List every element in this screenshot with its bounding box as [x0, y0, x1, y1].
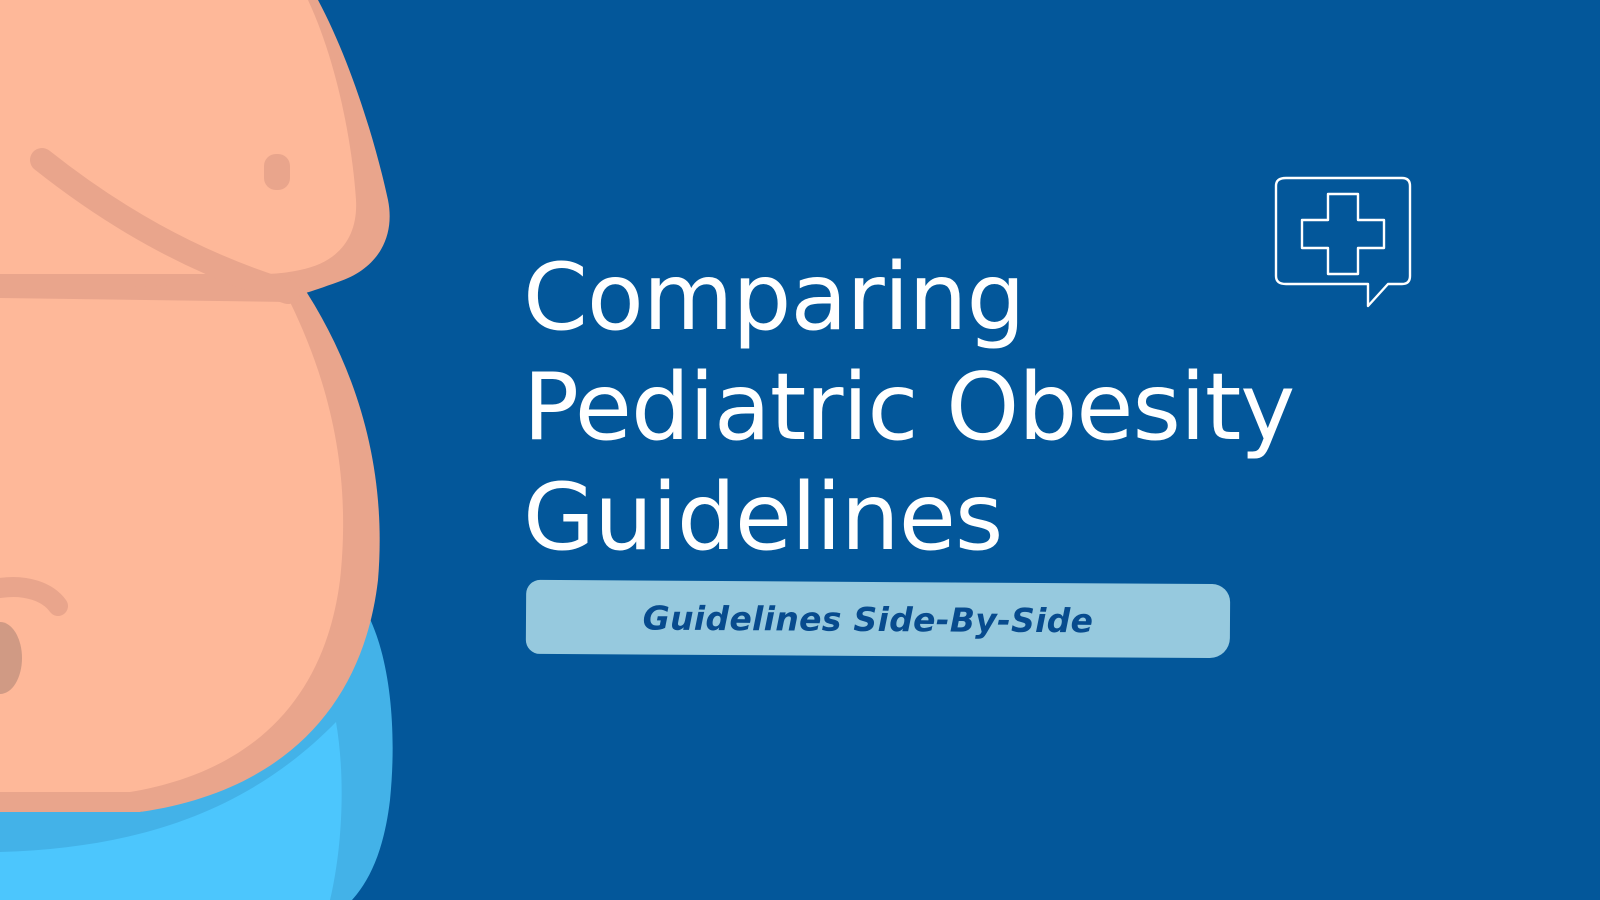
chest-highlight [0, 0, 357, 274]
chest-fold-line [30, 148, 300, 304]
belly-highlight [0, 298, 344, 792]
title-line-3: Guidelines [523, 463, 1003, 571]
chat-bubble-medical-cross-icon [1274, 176, 1412, 308]
nipple-shape [264, 154, 290, 190]
title-line-2: Pediatric Obesity [523, 353, 1295, 461]
navel-fold-line [0, 577, 68, 616]
navel-shape [0, 622, 22, 694]
belly-illustration [0, 0, 393, 900]
page-title: Comparing Pediatric Obesity Guidelines [523, 242, 1295, 572]
shorts-highlight [0, 722, 342, 900]
subtitle-banner: Guidelines Side-By-Side [525, 579, 1231, 659]
subtitle-text: Guidelines Side-By-Side [642, 598, 1094, 640]
title-line-1: Comparing [523, 243, 1026, 351]
